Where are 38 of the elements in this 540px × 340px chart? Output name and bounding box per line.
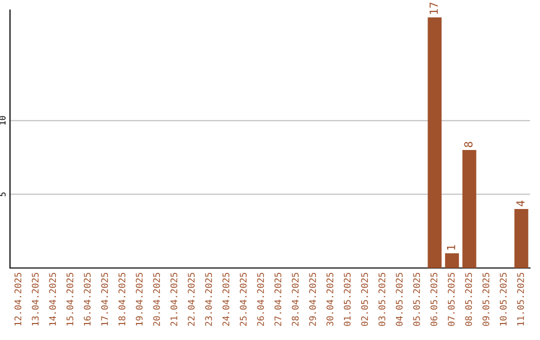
- x-tick-label: 11.05.2025: [517, 272, 524, 326]
- bar: [462, 150, 476, 268]
- x-tick-label: 18.04.2025: [118, 272, 126, 326]
- x-tick-label: 10.05.2025: [500, 272, 507, 326]
- x-tick-label: 13.04.2025: [32, 272, 39, 326]
- bar: [428, 17, 442, 268]
- x-tick-label: 02.05.2025: [361, 272, 368, 326]
- bar: [514, 209, 528, 268]
- x-tick-label: 24.04.2025: [222, 272, 230, 326]
- x-tick-label: 21.04.2025: [170, 272, 178, 326]
- x-tick-label: 17.04.2025: [101, 272, 108, 326]
- x-tick-label: 30.04.2025: [326, 272, 334, 326]
- x-tick-label: 04.05.2025: [396, 272, 403, 326]
- x-tick-label: 12.04.2025: [14, 272, 22, 326]
- data-label: 17: [430, 2, 438, 14]
- data-label: 1: [446, 245, 456, 250]
- x-tick-label: 29.04.2025: [309, 272, 316, 326]
- data-label: 8: [464, 142, 473, 148]
- x-tick-label: 07.05.2025: [448, 272, 455, 326]
- x-tick-label: 01.05.2025: [344, 272, 351, 326]
- x-tick-label: 22.04.2025: [188, 272, 195, 326]
- x-tick-label: 25.04.2025: [240, 272, 247, 326]
- x-tick-label: 26.04.2025: [257, 272, 264, 326]
- x-tick-label: 16.04.2025: [84, 272, 91, 326]
- x-tick-label: 03.05.2025: [378, 272, 386, 326]
- bar: [445, 253, 459, 268]
- x-tick-label: 15.04.2025: [66, 272, 74, 326]
- x-tick-label: 23.04.2025: [205, 272, 212, 326]
- x-tick-label: 28.04.2025: [292, 272, 299, 326]
- x-tick-label: 19.04.2025: [136, 272, 143, 326]
- x-tick-label: 14.04.2025: [49, 272, 56, 326]
- x-tick-label: 08.05.2025: [465, 272, 472, 326]
- x-tick-label: 06.05.2025: [430, 272, 438, 326]
- x-tick-label: 27.04.2025: [274, 272, 282, 326]
- x-tick-label: 05.05.2025: [413, 272, 420, 326]
- x-tick-label: 09.05.2025: [482, 272, 490, 326]
- data-label: 4: [516, 200, 524, 206]
- x-tick-label: 20.04.2025: [153, 272, 160, 326]
